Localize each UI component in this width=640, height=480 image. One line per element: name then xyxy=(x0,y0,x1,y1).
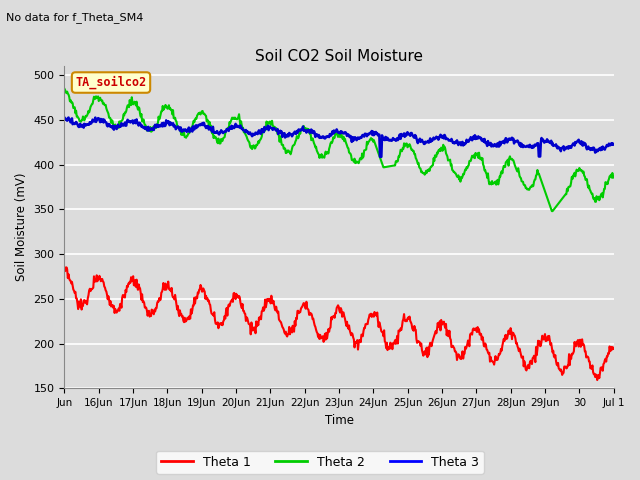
Theta 2 xyxy=(61,86,68,92)
Theta 2 xyxy=(394,158,402,164)
Line: Theta 2: Theta 2 xyxy=(65,89,614,211)
Y-axis label: Soil Moisture (mV): Soil Moisture (mV) xyxy=(15,173,28,281)
Theta 3 xyxy=(380,136,388,142)
Theta 3 xyxy=(61,115,68,120)
Theta 1 xyxy=(380,333,387,339)
Theta 1 xyxy=(534,346,541,352)
Theta 3 xyxy=(478,138,486,144)
Theta 2 xyxy=(610,173,618,179)
Theta 3 xyxy=(94,115,102,121)
Theta 1 xyxy=(394,341,402,347)
Theta 2 xyxy=(380,165,387,170)
Theta 2 xyxy=(534,167,541,173)
Theta 2 xyxy=(548,208,556,214)
Title: Soil CO2 Soil Moisture: Soil CO2 Soil Moisture xyxy=(255,48,423,63)
Legend: Theta 1, Theta 2, Theta 3: Theta 1, Theta 2, Theta 3 xyxy=(156,451,484,474)
Text: No data for f_Theta_SM4: No data for f_Theta_SM4 xyxy=(6,12,144,23)
Theta 1 xyxy=(61,264,68,270)
Theta 3 xyxy=(376,154,384,160)
Theta 1 xyxy=(477,331,485,337)
Theta 3 xyxy=(412,132,419,138)
Theta 3 xyxy=(534,140,542,146)
Line: Theta 1: Theta 1 xyxy=(65,267,614,380)
Theta 1 xyxy=(610,346,618,351)
Theta 1 xyxy=(410,323,418,329)
X-axis label: Time: Time xyxy=(324,414,353,427)
Theta 2 xyxy=(410,151,418,157)
Theta 1 xyxy=(593,377,601,383)
Theta 3 xyxy=(395,136,403,142)
Theta 2 xyxy=(477,155,485,161)
Line: Theta 3: Theta 3 xyxy=(65,118,614,157)
Theta 3 xyxy=(610,142,618,147)
Theta 2 xyxy=(94,94,102,99)
Theta 1 xyxy=(94,275,102,280)
Text: TA_soilco2: TA_soilco2 xyxy=(76,76,147,89)
